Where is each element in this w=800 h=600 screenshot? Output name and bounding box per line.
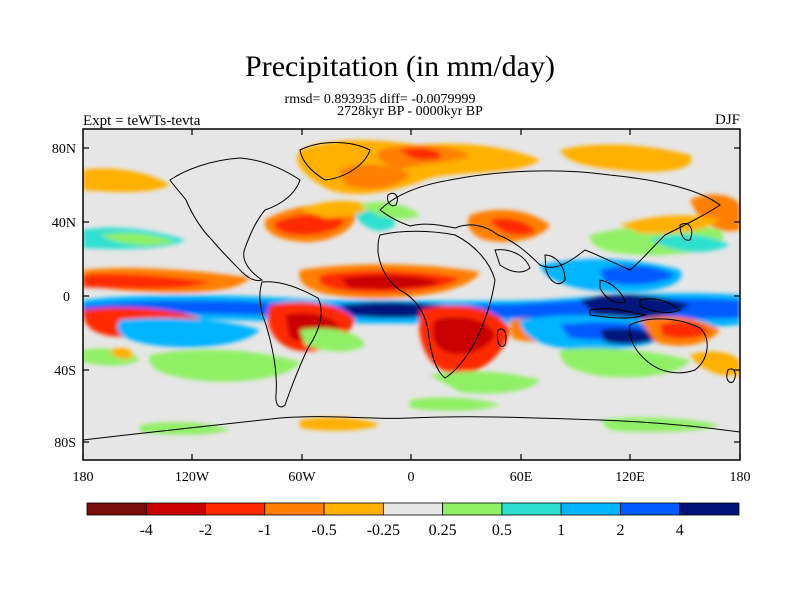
colorbar-label: 0.25 xyxy=(429,522,457,539)
colorbar-label: 4 xyxy=(676,522,684,539)
colorbar-swatch xyxy=(442,502,503,516)
colorbar-swatch xyxy=(560,502,621,516)
lon-tick-120w: 120W xyxy=(175,470,210,485)
colorbar-swatch xyxy=(323,502,384,516)
colorbar-label: 1 xyxy=(557,522,565,539)
coastlines xyxy=(83,142,740,441)
colorbar-swatch xyxy=(679,502,740,516)
lat-tick-40n: 40N xyxy=(52,216,76,231)
colorbar-label: -4 xyxy=(140,522,153,539)
colorbar: -4 -2 -1 -0.5 -0.25 0.25 0.5 1 2 4 xyxy=(86,502,740,539)
lat-tick-80s: 80S xyxy=(54,436,76,451)
lat-tick-40s: 40S xyxy=(54,364,76,379)
lon-tick-120e: 120E xyxy=(615,470,645,485)
colorbar-label: -1 xyxy=(258,522,271,539)
subtitle-period: 2728kyr BP - 0000kyr BP xyxy=(337,104,483,119)
colorbar-label: -0.25 xyxy=(367,522,400,539)
map-title: Precipitation (in mm/day) xyxy=(245,50,555,83)
colorbar-swatch xyxy=(145,502,206,516)
lat-tick-labels: 80N 40N 0 40S 80S xyxy=(52,142,76,451)
colorbar-label: -2 xyxy=(199,522,212,539)
lat-tick-0: 0 xyxy=(63,290,70,305)
tick-marks xyxy=(82,129,741,460)
lat-tick-80n: 80N xyxy=(52,142,76,157)
colorbar-swatch xyxy=(264,502,325,516)
lon-tick-0: 0 xyxy=(408,470,415,485)
experiment-label: Expt = teWTs-tevta xyxy=(83,113,201,129)
colorbar-swatch xyxy=(205,502,266,516)
anomaly-field xyxy=(83,140,740,435)
colorbar-swatch xyxy=(382,502,444,516)
lon-tick-labels: 180 120W 60W 0 60E 120E 180 xyxy=(73,470,751,485)
subtitle-stats: rmsd= 0.893935 diff= -0.0079999 xyxy=(284,92,476,107)
colorbar-label: -0.5 xyxy=(311,522,336,539)
colorbar-swatch xyxy=(620,502,681,516)
colorbar-label: 0.5 xyxy=(492,522,512,539)
lon-tick-180e: 180 xyxy=(730,470,751,485)
lon-tick-180w: 180 xyxy=(73,470,94,485)
colorbar-label: 2 xyxy=(616,522,624,539)
lon-tick-60w: 60W xyxy=(288,470,316,485)
colorbar-swatch xyxy=(86,502,147,516)
colorbar-swatch xyxy=(501,502,562,516)
season-label: DJF xyxy=(714,112,740,128)
lon-tick-60e: 60E xyxy=(510,470,533,485)
